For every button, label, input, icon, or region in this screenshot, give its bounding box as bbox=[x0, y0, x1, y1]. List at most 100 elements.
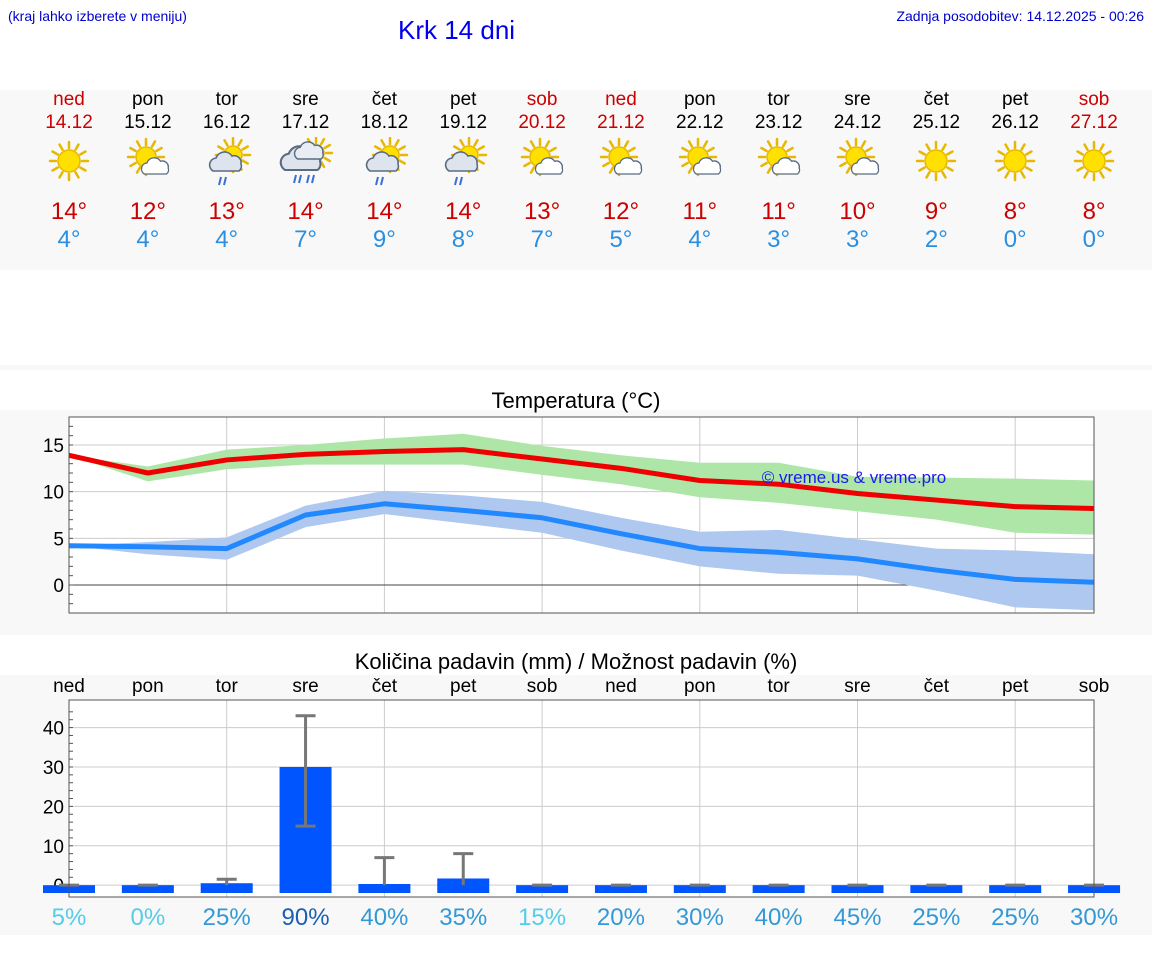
partly-cloudy-icon bbox=[108, 137, 188, 193]
max-temperature: 9° bbox=[924, 198, 948, 225]
precipitation-probability: 5% bbox=[51, 904, 87, 931]
day-name: ned bbox=[53, 89, 85, 110]
precipitation-bar bbox=[594, 885, 647, 893]
max-temperature: 12° bbox=[129, 198, 166, 225]
day-date: 25.12 bbox=[912, 112, 961, 133]
precipitation-day-label: sre bbox=[844, 676, 871, 697]
precipitation-day-label: pon bbox=[683, 676, 716, 697]
sun-cloud-rain-icon bbox=[344, 136, 424, 193]
day-date: 15.12 bbox=[124, 112, 172, 133]
day-date: 14.12 bbox=[45, 112, 93, 133]
precipitation-probability: 40% bbox=[360, 904, 409, 931]
last-updated: Zadnja posodobitev: 14.12.2025 - 00:26 bbox=[896, 8, 1144, 24]
day-name: tor bbox=[215, 89, 238, 110]
max-temperature: 8° bbox=[1082, 198, 1106, 225]
min-temperature: 8° bbox=[451, 226, 475, 253]
precipitation-bar bbox=[516, 885, 569, 893]
error-bar bbox=[374, 856, 395, 886]
precipitation-probability: 0% bbox=[130, 904, 166, 931]
max-range-band bbox=[69, 433, 1095, 535]
error-bar bbox=[216, 877, 237, 886]
precipitation-bar bbox=[437, 878, 490, 893]
precipitation-bar bbox=[121, 885, 174, 893]
max-temperature: 12° bbox=[602, 198, 640, 225]
temperature-chart: 0 5 10 15 © vreme.us & vreme.pro bbox=[43, 416, 1095, 614]
precipitation-probability: 25% bbox=[991, 904, 1040, 931]
day-date: 26.12 bbox=[991, 112, 1039, 133]
cloud-shape bbox=[366, 151, 400, 172]
partly-cloudy-icon bbox=[818, 137, 898, 193]
precipitation-probability: 90% bbox=[281, 904, 330, 931]
precipitation-probability: 30% bbox=[1070, 904, 1119, 931]
min-temperature: 0° bbox=[1082, 226, 1106, 253]
separator-band bbox=[0, 365, 1152, 370]
precipitation-probability: 30% bbox=[675, 904, 724, 931]
y-tick-label: 10 bbox=[43, 837, 64, 858]
max-temperature: 13° bbox=[208, 198, 245, 225]
precipitation-probability: 20% bbox=[596, 904, 645, 931]
precipitation-probability: 45% bbox=[833, 904, 882, 931]
precipitation-probability: 15% bbox=[518, 904, 567, 931]
min-temperature: 7° bbox=[530, 226, 554, 253]
precipitation-bar bbox=[200, 883, 253, 893]
plot-area bbox=[69, 700, 1094, 897]
precipitation-bar bbox=[831, 885, 884, 893]
min-temperature: 4° bbox=[57, 226, 81, 253]
temperature-chart-title: Temperatura (°C) bbox=[491, 388, 661, 413]
day-name: sre bbox=[844, 89, 871, 110]
plot-frame bbox=[68, 699, 1095, 898]
precipitation-day-label: tor bbox=[215, 676, 238, 697]
max-temperature: 13° bbox=[523, 198, 561, 225]
cloud-shape bbox=[850, 157, 879, 175]
sun-shape bbox=[1073, 140, 1115, 182]
rain-shape bbox=[305, 174, 315, 184]
day-date: 27.12 bbox=[1070, 112, 1118, 133]
precipitation-day-label: ned bbox=[53, 676, 85, 697]
day-name: sre bbox=[292, 89, 319, 110]
cloud-shape bbox=[534, 157, 564, 175]
cloud-shape bbox=[445, 151, 479, 172]
precipitation-day-label: pet bbox=[1001, 676, 1029, 697]
partly-cloudy-icon bbox=[502, 137, 582, 193]
min-temperature: 4° bbox=[688, 226, 712, 253]
max-temperature: 14° bbox=[366, 198, 403, 225]
day-date: 18.12 bbox=[360, 112, 409, 133]
max-temperature: 8° bbox=[1003, 198, 1027, 225]
precipitation-chart: 010203040 bbox=[43, 699, 1121, 898]
precipitation-bar bbox=[910, 885, 963, 893]
precipitation-day-label: sob bbox=[1078, 676, 1110, 697]
precipitation-bar bbox=[989, 885, 1042, 893]
sunny-icon bbox=[1054, 137, 1134, 193]
plot-frame bbox=[68, 416, 1095, 614]
max-temperature: 11° bbox=[682, 198, 718, 225]
sunny-icon bbox=[29, 137, 109, 193]
sunny-icon bbox=[896, 137, 976, 193]
y-tick-label: 20 bbox=[43, 797, 64, 818]
min-temperature-line bbox=[68, 501, 1095, 585]
precipitation-day-label: čet bbox=[923, 676, 950, 697]
sun-shape bbox=[994, 140, 1036, 182]
error-bar bbox=[295, 714, 316, 828]
precipitation-probability: 35% bbox=[439, 904, 488, 931]
cloud-shape bbox=[293, 141, 324, 160]
day-name: čet bbox=[923, 89, 950, 110]
precipitation-chart-title: Količina padavin (mm) / Možnost padavin … bbox=[354, 649, 798, 674]
sun-shape bbox=[48, 140, 90, 182]
day-name: pet bbox=[1001, 89, 1029, 110]
day-date: 20.12 bbox=[518, 112, 566, 133]
sun-cloud-rain-icon bbox=[423, 136, 503, 193]
day-name: čet bbox=[371, 89, 398, 110]
day-date: 17.12 bbox=[281, 112, 330, 133]
precipitation-probability: 40% bbox=[754, 904, 803, 931]
min-temperature: 7° bbox=[294, 226, 318, 253]
page-title: Krk 14 dni bbox=[398, 15, 516, 45]
y-tick-label: 5 bbox=[53, 529, 64, 550]
day-name: pon bbox=[683, 89, 716, 110]
precipitation-day-label: čet bbox=[371, 676, 398, 697]
rain-shape bbox=[454, 176, 464, 186]
day-name: pon bbox=[131, 89, 164, 110]
sun-cloud-rain-icon bbox=[187, 136, 267, 193]
precipitation-probability: 25% bbox=[912, 904, 961, 931]
min-temperature: 5° bbox=[609, 226, 633, 253]
min-range-band bbox=[69, 490, 1095, 611]
